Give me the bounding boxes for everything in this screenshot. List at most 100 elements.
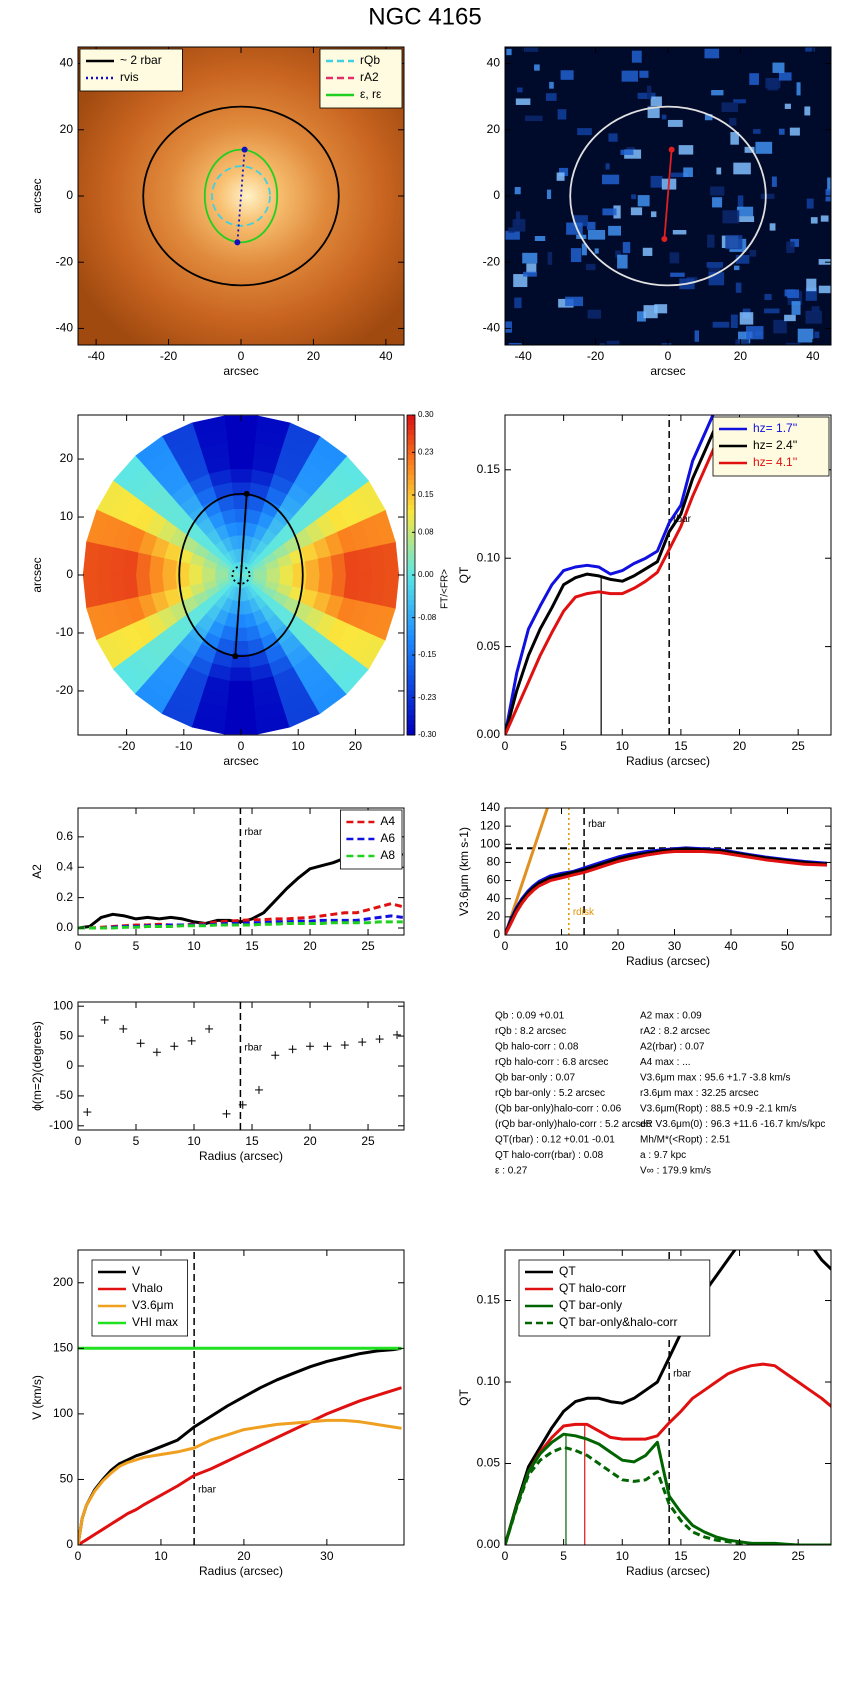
y-tick-label: 0 <box>493 927 500 941</box>
y-tick-label: -40 <box>56 321 74 335</box>
x-tick-label: 0 <box>75 1134 82 1148</box>
parameter: dR V3.6μm(0) : 96.3 +11.6 -16.7 km/s/kpc <box>640 1119 825 1130</box>
parameter: V∞ : 179.9 km/s <box>640 1166 711 1177</box>
x-tick-label: -20 <box>160 349 178 363</box>
parameter: ε : 0.27 <box>495 1166 528 1177</box>
colorbar-cell <box>407 710 415 716</box>
colorbar-cell <box>407 600 415 606</box>
map-cell <box>317 555 334 576</box>
image-pixel <box>630 207 643 216</box>
image-pixel <box>505 321 512 333</box>
colorbar-cell <box>407 575 415 581</box>
colorbar-cell <box>407 605 415 611</box>
image-pixel <box>650 96 662 107</box>
image-pixel <box>570 248 582 263</box>
image-pixel <box>746 326 764 340</box>
image-pixel <box>581 243 587 256</box>
colorbar-cell <box>407 725 415 731</box>
image-pixel <box>711 89 724 96</box>
parameter-list: Qb : 0.09 +0.01 rQb : 8.2 arcsec Qb halo-c… <box>495 1011 825 1177</box>
image-pixel <box>505 230 520 240</box>
image-pixel <box>631 50 642 63</box>
image-pixel <box>606 340 620 345</box>
x-tick-label: 10 <box>555 939 569 953</box>
image-pixel <box>804 106 811 116</box>
image-pixel <box>721 102 738 112</box>
map-cell <box>382 541 400 576</box>
x-tick-label: 0 <box>75 939 82 953</box>
image-pixel <box>678 145 694 155</box>
axes-frame <box>77 1001 405 1131</box>
colorbar-cell <box>407 630 415 636</box>
x-tick-label: 10 <box>187 939 201 953</box>
legend-label: ~ 2 rbar <box>120 53 162 67</box>
map-cell <box>228 680 254 695</box>
x-tick-label: 5 <box>560 1549 567 1563</box>
overlay-line <box>236 149 246 243</box>
parameter: Qb halo-corr : 0.08 <box>495 1042 579 1053</box>
image-pixel <box>615 250 621 258</box>
x-tick-label: -40 <box>514 349 532 363</box>
x-tick-label: 40 <box>379 349 393 363</box>
colorbar-cell <box>407 440 415 446</box>
scatter-point <box>187 1036 196 1045</box>
scatter-point <box>238 1100 247 1109</box>
axes-frame <box>504 807 832 936</box>
x-tick-label: 0 <box>502 939 509 953</box>
image-pixel <box>769 223 776 231</box>
x-tick-label: 10 <box>154 1549 168 1563</box>
y-tick-label: -20 <box>56 683 74 697</box>
x-tick-label: 30 <box>320 1549 334 1563</box>
colorbar-cell <box>407 470 415 476</box>
image-pixel <box>787 289 800 298</box>
map-cell <box>148 574 165 595</box>
colorbar-cell <box>407 490 415 496</box>
series-line <box>505 850 828 935</box>
image-pixel <box>622 242 631 254</box>
y-tick-label: 0.0 <box>56 920 73 934</box>
map-cell <box>330 574 347 598</box>
map-cell <box>317 574 334 595</box>
legend-label: VHI max <box>132 1315 178 1329</box>
x-tick-label: 10 <box>616 1549 630 1563</box>
image-pixel <box>827 177 831 192</box>
colorbar-cell <box>407 520 415 526</box>
y-axis-label: arcsec <box>30 557 44 592</box>
series-line <box>505 415 715 735</box>
legend-label: A8 <box>380 848 395 862</box>
x-tick-label: 10 <box>616 739 630 753</box>
y-tick-label: 10 <box>60 509 74 523</box>
legend-label: ε, rε <box>360 87 382 101</box>
colorbar-cell <box>407 450 415 456</box>
image-pixel <box>599 343 606 345</box>
x-tick-label: 0 <box>238 739 245 753</box>
image-pixel <box>749 73 759 85</box>
map-cell <box>148 555 165 576</box>
image-pixel <box>734 265 740 271</box>
map-cell <box>229 667 253 682</box>
x-tick-label: 15 <box>245 1134 259 1148</box>
y-tick-label: 40 <box>60 56 74 70</box>
x-tick-label: 20 <box>611 939 625 953</box>
overlay-ellipse <box>211 165 271 227</box>
image-pixel <box>737 195 744 209</box>
scatter-point <box>100 1015 109 1024</box>
image-pixel <box>791 301 801 315</box>
colorbar-cell <box>407 550 415 556</box>
y-tick-label: -20 <box>56 254 74 268</box>
map-cell <box>330 552 347 576</box>
overlay-marker <box>232 653 239 660</box>
image-pixel <box>545 93 557 101</box>
map-cell <box>229 468 253 483</box>
image-pixel <box>789 127 800 136</box>
parameter: Qb bar-only : 0.07 <box>495 1073 575 1084</box>
x-tick-label: 20 <box>303 1134 317 1148</box>
colorbar-cell <box>407 700 415 706</box>
y-tick-label: -20 <box>483 254 501 268</box>
image-pixel <box>514 187 521 195</box>
colorbar-tick-label: 0.00 <box>418 570 434 579</box>
parameter: rA2 : 8.2 arcsec <box>640 1026 710 1037</box>
image-pixel <box>733 162 751 175</box>
image-pixel <box>512 219 526 232</box>
map-cell <box>226 442 256 456</box>
